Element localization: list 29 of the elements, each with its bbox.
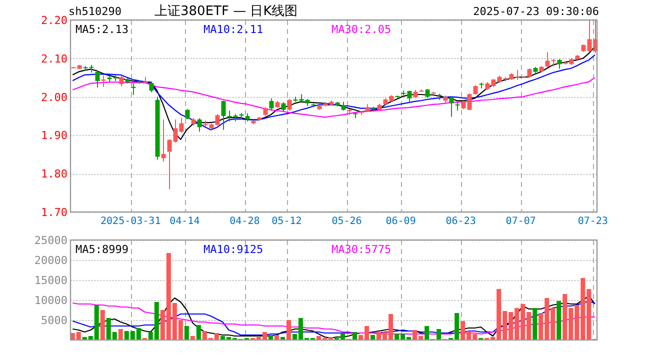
text: MA5:8999 xyxy=(76,243,128,256)
y-tick-label: 25000 xyxy=(34,234,68,247)
text: sh510290 xyxy=(68,5,122,18)
x-tick-label: 06-09 xyxy=(386,216,416,227)
y-tick-label: 20000 xyxy=(34,254,68,267)
x-tick-label: 05-12 xyxy=(272,216,302,227)
y-tick-label: 10000 xyxy=(34,294,68,307)
y-tick-label: 5000 xyxy=(41,314,68,327)
y-tick-label: 1.80 xyxy=(41,168,68,181)
text: MA5:2.13 xyxy=(76,23,128,36)
y-tick-label: 1.70 xyxy=(41,206,68,219)
chart-title: 上证380ETF — 日K线图 xyxy=(154,4,298,19)
y-tick-label: 2.10 xyxy=(41,52,68,66)
text: MA10:2.11 xyxy=(204,23,264,36)
y-tick-label: 2.20 xyxy=(41,14,68,27)
y-tick-label: 15000 xyxy=(34,274,68,287)
x-tick-label: 04-14 xyxy=(170,216,200,227)
x-tick-label: 04-28 xyxy=(230,216,260,227)
x-tick-label: 2025-03-31 xyxy=(100,216,161,227)
text: MA10:9125 xyxy=(204,243,264,256)
y-tick-label: 2.00 xyxy=(41,90,68,104)
text: MA30:5775 xyxy=(332,243,392,256)
x-tick-label: 05-26 xyxy=(332,216,362,227)
x-tick-label: 06-23 xyxy=(446,216,476,227)
text: 2025-07-23 09:30:06 xyxy=(473,5,599,18)
x-tick-label: 07-23 xyxy=(578,216,608,227)
x-tick-label: 07-07 xyxy=(506,216,536,227)
y-tick-label: 1.90 xyxy=(41,129,68,142)
text: MA30:2.05 xyxy=(332,23,392,36)
